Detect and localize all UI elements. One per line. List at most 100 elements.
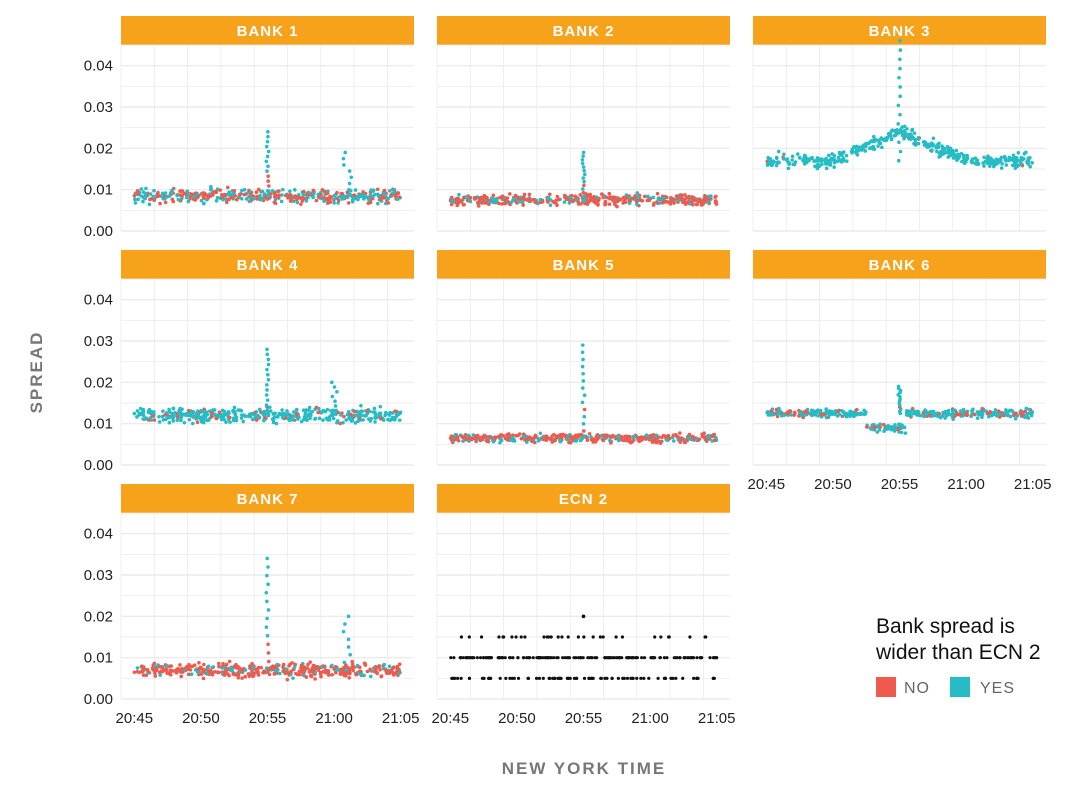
data-point bbox=[265, 189, 270, 193]
data-point bbox=[350, 665, 354, 670]
data-point bbox=[913, 137, 918, 142]
panel-ecn-2: ECN 2 20:45 20:50 20:55 21:00 21:05 bbox=[432, 484, 735, 727]
data-point bbox=[557, 676, 562, 680]
data-point bbox=[1007, 409, 1012, 413]
data-point bbox=[254, 190, 259, 195]
data-point bbox=[903, 431, 908, 435]
data-point bbox=[1003, 158, 1008, 162]
data-point bbox=[154, 667, 159, 671]
data-point bbox=[668, 202, 673, 206]
data-point bbox=[784, 411, 789, 416]
data-point bbox=[210, 411, 214, 415]
data-point bbox=[224, 662, 229, 667]
data-point bbox=[307, 405, 312, 410]
data-point bbox=[898, 48, 903, 52]
data-point bbox=[190, 192, 194, 197]
data-point bbox=[537, 656, 541, 660]
data-point bbox=[136, 197, 140, 202]
data-point bbox=[209, 185, 213, 189]
data-point bbox=[254, 418, 259, 422]
x-tick-label: 20:55 bbox=[249, 710, 287, 727]
data-point bbox=[627, 195, 632, 200]
data-point bbox=[548, 198, 553, 202]
data-point bbox=[265, 139, 270, 144]
data-point bbox=[1012, 159, 1017, 163]
data-point bbox=[590, 656, 594, 660]
data-point bbox=[188, 197, 192, 201]
data-point bbox=[236, 665, 240, 670]
data-point bbox=[195, 420, 200, 425]
data-point bbox=[299, 419, 304, 424]
data-point bbox=[629, 676, 633, 680]
data-point bbox=[371, 188, 376, 193]
data-point bbox=[397, 662, 402, 666]
data-point bbox=[998, 158, 1003, 162]
data-point bbox=[461, 656, 465, 660]
data-point bbox=[879, 136, 884, 140]
panel-title: BANK 5 bbox=[553, 257, 615, 274]
data-point bbox=[265, 616, 269, 621]
panel-title: BANK 6 bbox=[869, 257, 931, 274]
data-point bbox=[268, 409, 273, 413]
data-point bbox=[514, 199, 518, 204]
data-point bbox=[304, 675, 309, 679]
data-point bbox=[567, 440, 571, 445]
data-point bbox=[452, 656, 456, 660]
data-point bbox=[581, 614, 586, 619]
data-point bbox=[202, 668, 207, 672]
data-point bbox=[383, 410, 388, 415]
data-point bbox=[581, 165, 586, 169]
data-point bbox=[704, 635, 708, 639]
data-point bbox=[465, 196, 469, 201]
data-point bbox=[817, 164, 822, 168]
data-point bbox=[811, 410, 816, 415]
y-tick-label: 0.00 bbox=[84, 457, 113, 474]
data-point bbox=[832, 165, 836, 169]
data-point bbox=[582, 414, 587, 419]
data-point bbox=[141, 410, 146, 414]
data-point bbox=[830, 152, 834, 156]
data-point bbox=[354, 672, 359, 677]
data-point bbox=[297, 195, 301, 200]
data-point bbox=[655, 191, 660, 196]
data-point bbox=[522, 192, 527, 197]
data-point bbox=[480, 676, 485, 680]
data-point bbox=[651, 656, 655, 660]
data-point bbox=[1002, 411, 1007, 415]
data-point bbox=[862, 408, 867, 413]
data-point bbox=[240, 188, 244, 193]
data-point bbox=[233, 193, 238, 198]
data-point bbox=[610, 197, 614, 201]
data-point bbox=[621, 676, 625, 680]
data-point bbox=[832, 160, 837, 165]
data-point bbox=[931, 142, 936, 147]
data-point bbox=[631, 434, 636, 439]
data-point bbox=[288, 189, 292, 193]
data-point bbox=[599, 676, 603, 680]
data-point bbox=[562, 200, 567, 204]
data-point bbox=[333, 665, 338, 669]
data-point bbox=[201, 417, 206, 422]
data-point bbox=[141, 199, 145, 204]
data-point bbox=[842, 411, 847, 415]
data-point bbox=[255, 197, 260, 201]
data-point bbox=[651, 203, 656, 207]
data-point bbox=[505, 432, 509, 437]
data-point bbox=[999, 166, 1004, 170]
data-point bbox=[805, 156, 810, 161]
data-point bbox=[264, 159, 269, 164]
data-point bbox=[175, 415, 180, 420]
data-point bbox=[625, 656, 629, 660]
data-point bbox=[653, 635, 657, 639]
data-point bbox=[350, 659, 354, 664]
data-point bbox=[222, 673, 227, 677]
data-point bbox=[365, 195, 369, 199]
data-point bbox=[236, 675, 241, 680]
data-point bbox=[171, 199, 176, 204]
data-point bbox=[902, 136, 906, 141]
panel-strip bbox=[753, 250, 1046, 279]
x-tick-label: 20:55 bbox=[565, 710, 603, 727]
data-point bbox=[531, 197, 536, 202]
data-point bbox=[590, 196, 595, 200]
data-point bbox=[644, 437, 648, 441]
